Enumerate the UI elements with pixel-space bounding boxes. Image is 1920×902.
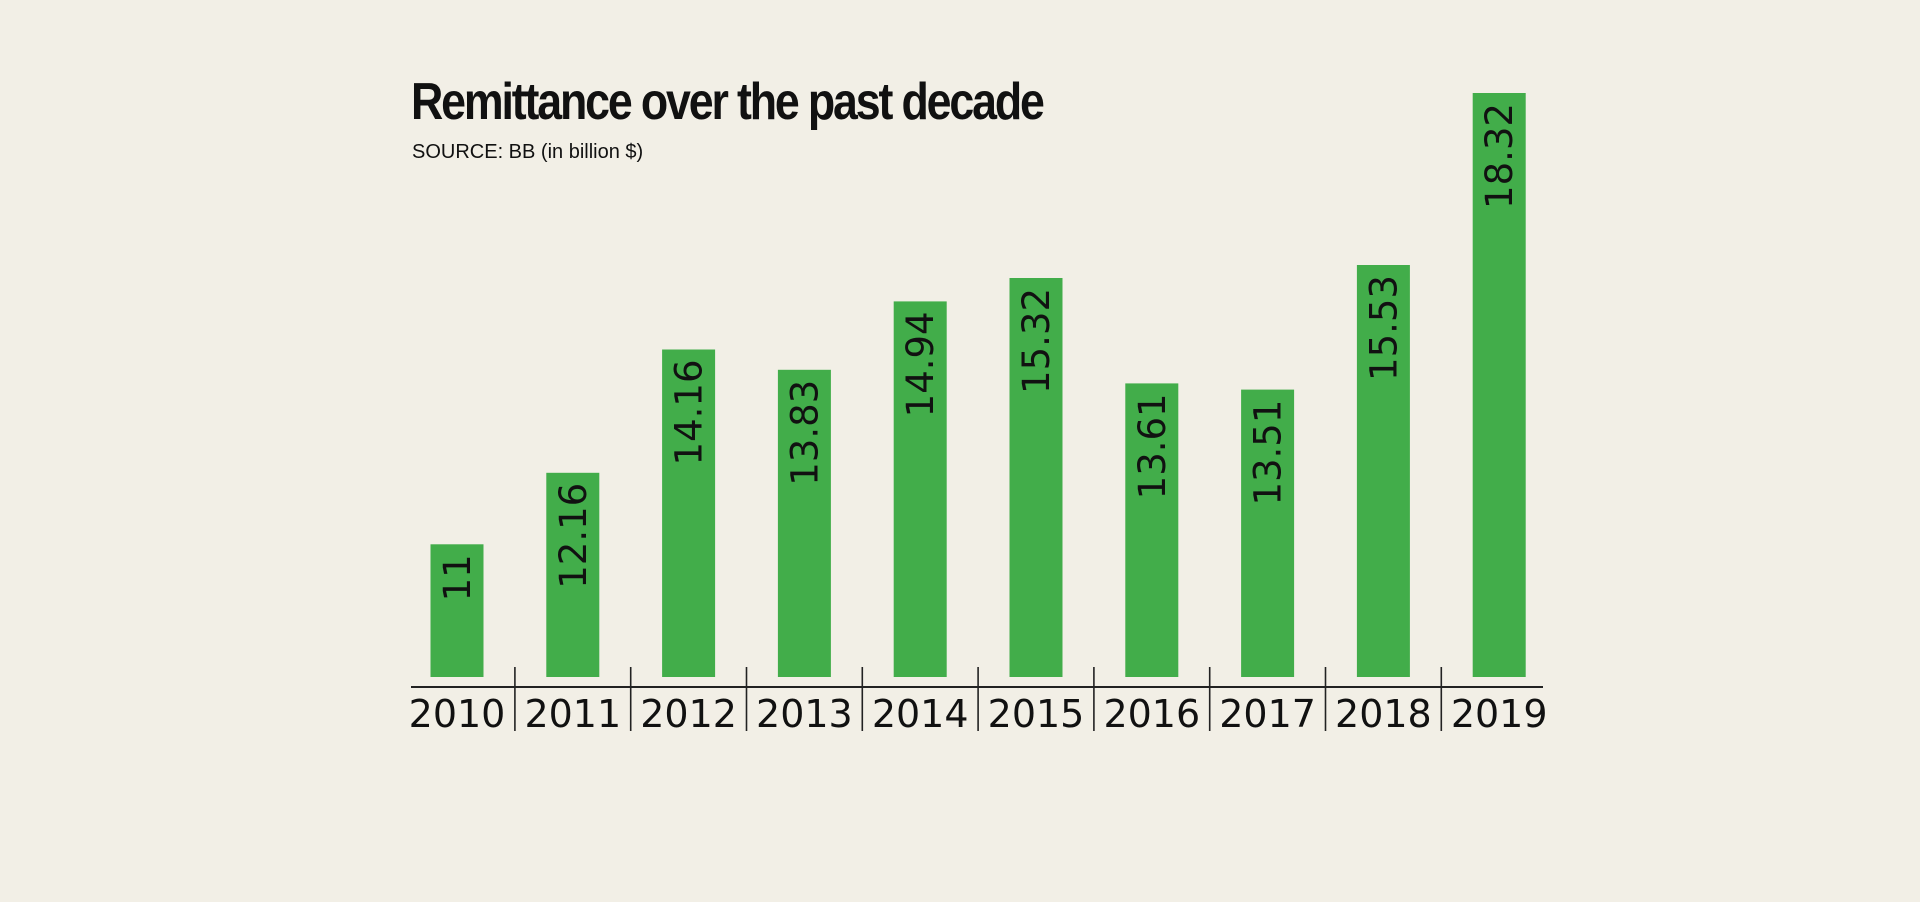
- bar-2013: [777, 369, 831, 677]
- value-label-2016: 13.61: [1131, 393, 1174, 499]
- value-label-2011: 12.16: [552, 483, 595, 589]
- x-tick-label-2011: 2011: [524, 692, 621, 736]
- x-axis: [411, 667, 1543, 731]
- bar-2018: [1356, 265, 1410, 677]
- chart-title: Remittance over the past decade: [411, 73, 1045, 131]
- x-tick-label-2014: 2014: [872, 692, 969, 736]
- bar-2012: [662, 349, 716, 677]
- value-label-2018: 15.53: [1362, 275, 1405, 381]
- chart-subtitle: SOURCE: BB (in billion $): [412, 141, 644, 163]
- bar-2019: [1472, 93, 1526, 677]
- x-tick-label-2012: 2012: [640, 692, 737, 736]
- x-tick-label-2013: 2013: [756, 692, 853, 736]
- x-tick-label-2017: 2017: [1219, 692, 1316, 736]
- x-tick-label-2015: 2015: [988, 692, 1085, 736]
- x-tick-label-2016: 2016: [1103, 692, 1200, 736]
- value-labels-group: 11 12.16 14.16 13.83 14.94 15.32 13.61 13.51 15.…: [436, 103, 1521, 601]
- bar-2010: [430, 544, 484, 677]
- bar-2016: [1125, 383, 1179, 677]
- value-label-2019: 18.32: [1478, 103, 1521, 209]
- bar-2017: [1241, 389, 1295, 677]
- x-tick-label-2019: 2019: [1451, 692, 1548, 736]
- value-label-2012: 14.16: [668, 360, 711, 466]
- x-tick-label-2010: 2010: [409, 692, 506, 736]
- value-label-2015: 15.32: [1015, 288, 1058, 394]
- bars-group: [430, 93, 1526, 677]
- bar-2011: [546, 472, 600, 677]
- x-tick-label-2018: 2018: [1335, 692, 1432, 736]
- value-label-2017: 13.51: [1247, 400, 1290, 506]
- bar-2014: [893, 301, 947, 677]
- x-tick-labels-group: 2010 2011 2012 2013 2014 2015 2016 2017 2018 2019: [409, 692, 1548, 736]
- value-label-2013: 13.83: [783, 380, 826, 486]
- value-label-2014: 14.94: [899, 311, 942, 417]
- bar-2015: [1009, 278, 1063, 677]
- value-label-2010: 11: [436, 554, 479, 601]
